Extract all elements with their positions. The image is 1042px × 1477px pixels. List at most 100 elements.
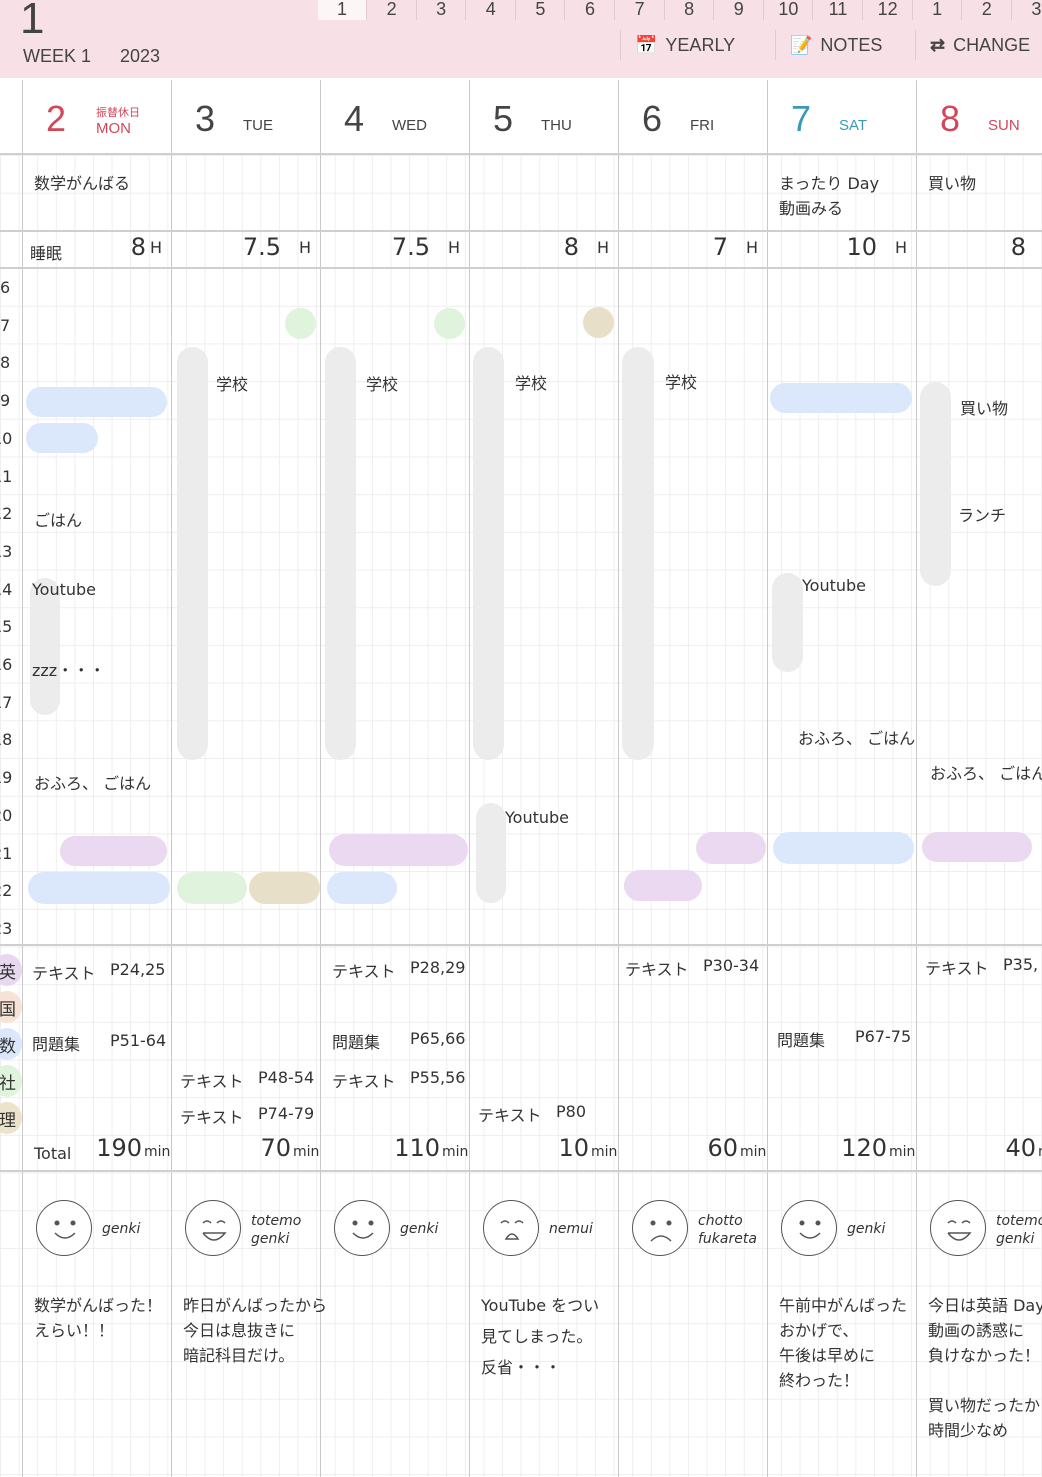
month-tab-4[interactable]: 4 [467,0,516,20]
calendar-icon: 📅 [635,34,658,55]
month-tab-8[interactable]: 8 [665,0,715,20]
month-tab-15[interactable]: 3 [1012,0,1042,20]
schedule-block-purple[interactable] [922,832,1032,862]
study-pages: P80 [556,1102,587,1121]
mood-face-icon [632,1200,688,1256]
diary-line: 負けなかった！ [928,1346,1041,1365]
schedule-block-tan[interactable] [583,307,614,338]
month-tab-2[interactable]: 2 [368,0,417,20]
schedule-block-purple[interactable] [696,832,766,864]
month-tab-7[interactable]: 7 [616,0,665,20]
sleep-unit: H [895,238,908,257]
week-header: 1 WEEK 1 2023 1 2 3 4 5 6 7 8 9 10 11 12 1 2 3 📅 YEARLY… [0,0,1042,78]
month-tab-12[interactable]: 12 [864,0,913,20]
month-tab-11[interactable]: 11 [814,0,863,20]
planner-grid [0,155,1042,1477]
month-tab-10[interactable]: 10 [764,0,814,20]
yearly-button[interactable]: 📅 YEARLY [620,30,749,60]
schedule-block-purple[interactable] [60,836,167,866]
column-divider [767,80,768,1477]
hour-label: 18 [0,730,13,750]
month-tab-1[interactable]: 1 [318,0,367,20]
hour-label: 20 [0,805,13,825]
month-tab-3[interactable]: 3 [417,0,467,20]
mood-label: nemui [549,1221,593,1237]
schedule-block-gray[interactable] [473,347,504,760]
schedule-block-gray[interactable] [30,578,60,715]
day-name: SAT [839,117,868,134]
mood-label: totemo genki [996,1213,1042,1247]
month-tab-13[interactable]: 1 [913,0,963,20]
hour-label: 14 [0,579,13,599]
min-unit: min [889,1144,916,1160]
hour-label: 9 [0,391,11,411]
notes-button[interactable]: 📝 NOTES [775,30,896,60]
schedule-block-gray[interactable] [177,347,208,760]
min-unit: min [144,1144,171,1160]
diary-line: おかげで、 [779,1321,859,1340]
column-divider [916,80,917,1477]
row-divider [0,153,1042,155]
change-button[interactable]: ⇄ CHANGE [915,30,1042,60]
schedule-block-gray[interactable] [476,803,506,903]
mood-label: totemo genki [251,1213,302,1247]
day-name: FRI [690,117,715,134]
schedule-block-gray[interactable] [772,573,803,672]
study-material: テキスト [180,1072,244,1091]
study-pages: P30-34 [703,956,760,975]
schedule-note: Youtube [32,580,96,599]
schedule-block-purple[interactable] [329,834,468,866]
min-unit: min [740,1144,767,1160]
column-divider [469,80,470,1477]
schedule-block-blue[interactable] [773,832,914,864]
sleep-hours: 8 [130,233,146,261]
study-pages: P35, [1003,955,1039,974]
diary-line: 買い物だったから [928,1396,1042,1415]
schedule-block-blue[interactable] [26,423,98,453]
min-unit: min [591,1144,618,1160]
column-divider [618,80,619,1477]
diary-line: 見てしまった。 [481,1327,593,1346]
plan-text: 動画みる [779,199,844,218]
study-pages: P55,56 [410,1068,466,1087]
schedule-block-blue[interactable] [28,872,170,904]
schedule-block-blue[interactable] [327,872,397,904]
schedule-block-green[interactable] [177,872,247,904]
mood-face-icon [36,1200,92,1256]
hour-label: 8 [0,353,11,373]
subject-1: 英 [0,954,22,986]
diary-line: 時間少なめ [928,1421,1009,1440]
month-tab-5[interactable]: 5 [516,0,566,20]
sleep-hours: 8 [1010,233,1026,261]
hour-label: 23 [0,918,13,938]
schedule-block-gray[interactable] [325,347,356,760]
schedule-block-gray[interactable] [920,382,951,586]
schedule-block-purple[interactable] [624,870,702,901]
plan-text: 数学がんばる [34,174,131,193]
schedule-block-gray[interactable] [622,347,654,760]
sleep-hours: 10 [846,233,877,261]
schedule-block-tan[interactable] [249,872,320,904]
mood-face-icon [781,1200,837,1256]
day-name: WED [392,117,427,134]
schedule-note: Youtube [505,808,569,827]
schedule-block-blue[interactable] [770,383,912,413]
schedule-block-blue[interactable] [26,387,167,417]
schedule-note: 学校 [366,375,399,394]
month-tab-14[interactable]: 2 [963,0,1012,20]
study-total: 190 [96,1134,142,1162]
hour-label: 6 [0,278,11,297]
month-tab-6[interactable]: 6 [566,0,615,20]
notes-icon: 📝 [790,34,813,55]
month-tab-9[interactable]: 9 [715,0,764,20]
diary-line: 午前中がんばった [779,1296,908,1315]
sleep-hours: 7.5 [391,233,430,261]
study-material: 問題集 [777,1031,826,1050]
schedule-block-green[interactable] [285,308,316,339]
study-pages: P48-54 [258,1068,315,1087]
diary-line: 終わった！ [779,1371,860,1390]
schedule-block-green[interactable] [434,308,465,339]
day-name: MON [96,120,131,137]
week-label: WEEK 1 [23,46,92,66]
day-number: 6 [642,98,663,139]
